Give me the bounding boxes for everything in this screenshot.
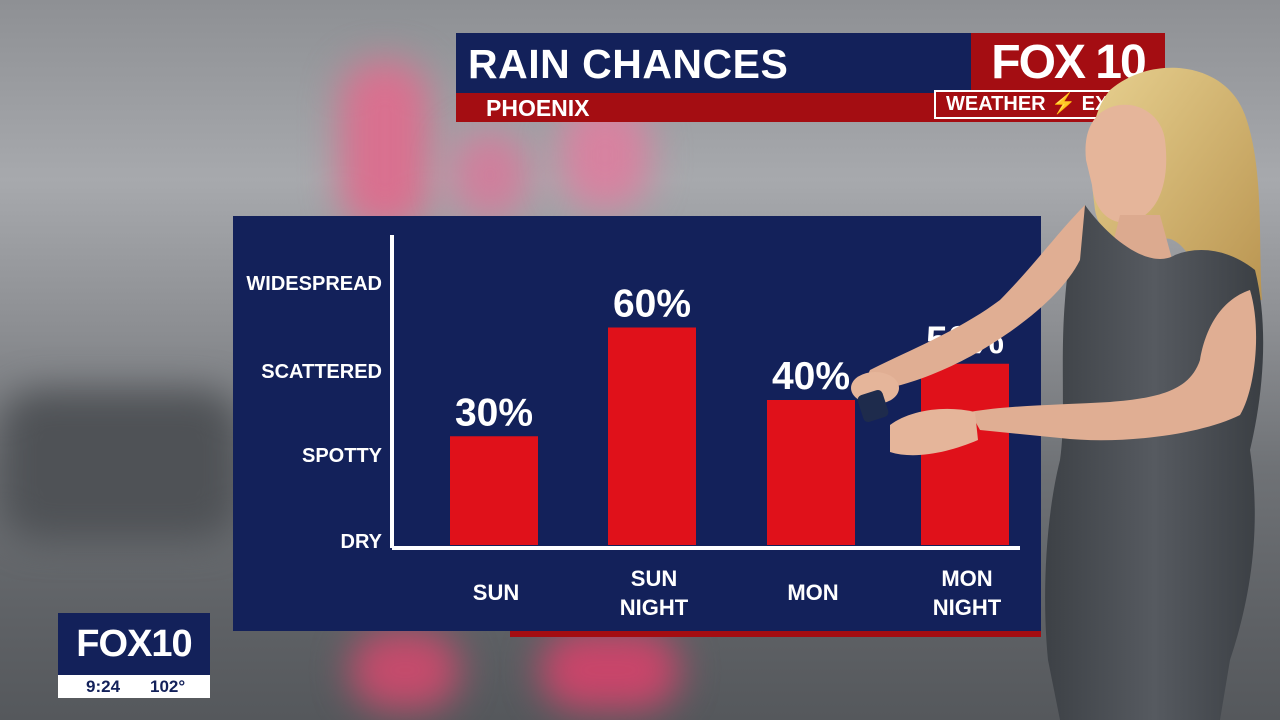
chart-subtitle: PHOENIX — [486, 95, 590, 121]
y-level-label: WIDESPREAD — [246, 273, 382, 295]
x-tick-label: NIGHT — [620, 595, 689, 620]
face-shape — [1085, 104, 1167, 223]
bug-temperature: 102° — [150, 677, 186, 696]
bug-info: 9:24 102° — [58, 675, 210, 698]
bug-logo: FOX10 — [58, 613, 210, 675]
x-tick-label: SUN — [631, 566, 677, 591]
bar — [608, 327, 696, 545]
background-blur-shape — [0, 390, 240, 540]
bar — [767, 400, 855, 545]
station-bug: FOX10 9:24 102° — [58, 613, 210, 698]
y-level-label: DRY — [341, 531, 383, 553]
bar — [921, 363, 1009, 545]
y-level-label: SPOTTY — [302, 445, 383, 467]
chart-accent-bar — [510, 631, 1041, 637]
x-tick-label: NIGHT — [933, 595, 1002, 620]
right-arm-shape — [970, 290, 1257, 441]
right-hand-shape — [890, 408, 978, 456]
bar-value-label: 30% — [455, 391, 533, 434]
logo-text: FOX 10 — [991, 35, 1146, 89]
x-tick-label: MON — [941, 566, 992, 591]
left-arm-shape — [860, 205, 1085, 392]
background-blur-shape — [540, 630, 680, 710]
clicker-shape — [857, 389, 889, 423]
x-tick-label: MON — [787, 580, 838, 605]
dress-shape — [1045, 205, 1264, 720]
weather-tag: WEATHER ⚡ EX — [934, 90, 1124, 119]
chart-title: RAIN CHANCES — [468, 41, 789, 87]
bug-time: 9:24 — [86, 677, 121, 696]
y-level-label: SCATTERED — [261, 361, 382, 383]
background-blur-shape — [450, 130, 530, 220]
bar-value-label: 40% — [772, 355, 850, 398]
bar — [450, 436, 538, 545]
x-tick-label: SUN — [473, 580, 519, 605]
bar-value-label: 60% — [613, 283, 691, 326]
background-blur-shape — [350, 630, 460, 710]
background-blur-shape — [340, 60, 430, 230]
